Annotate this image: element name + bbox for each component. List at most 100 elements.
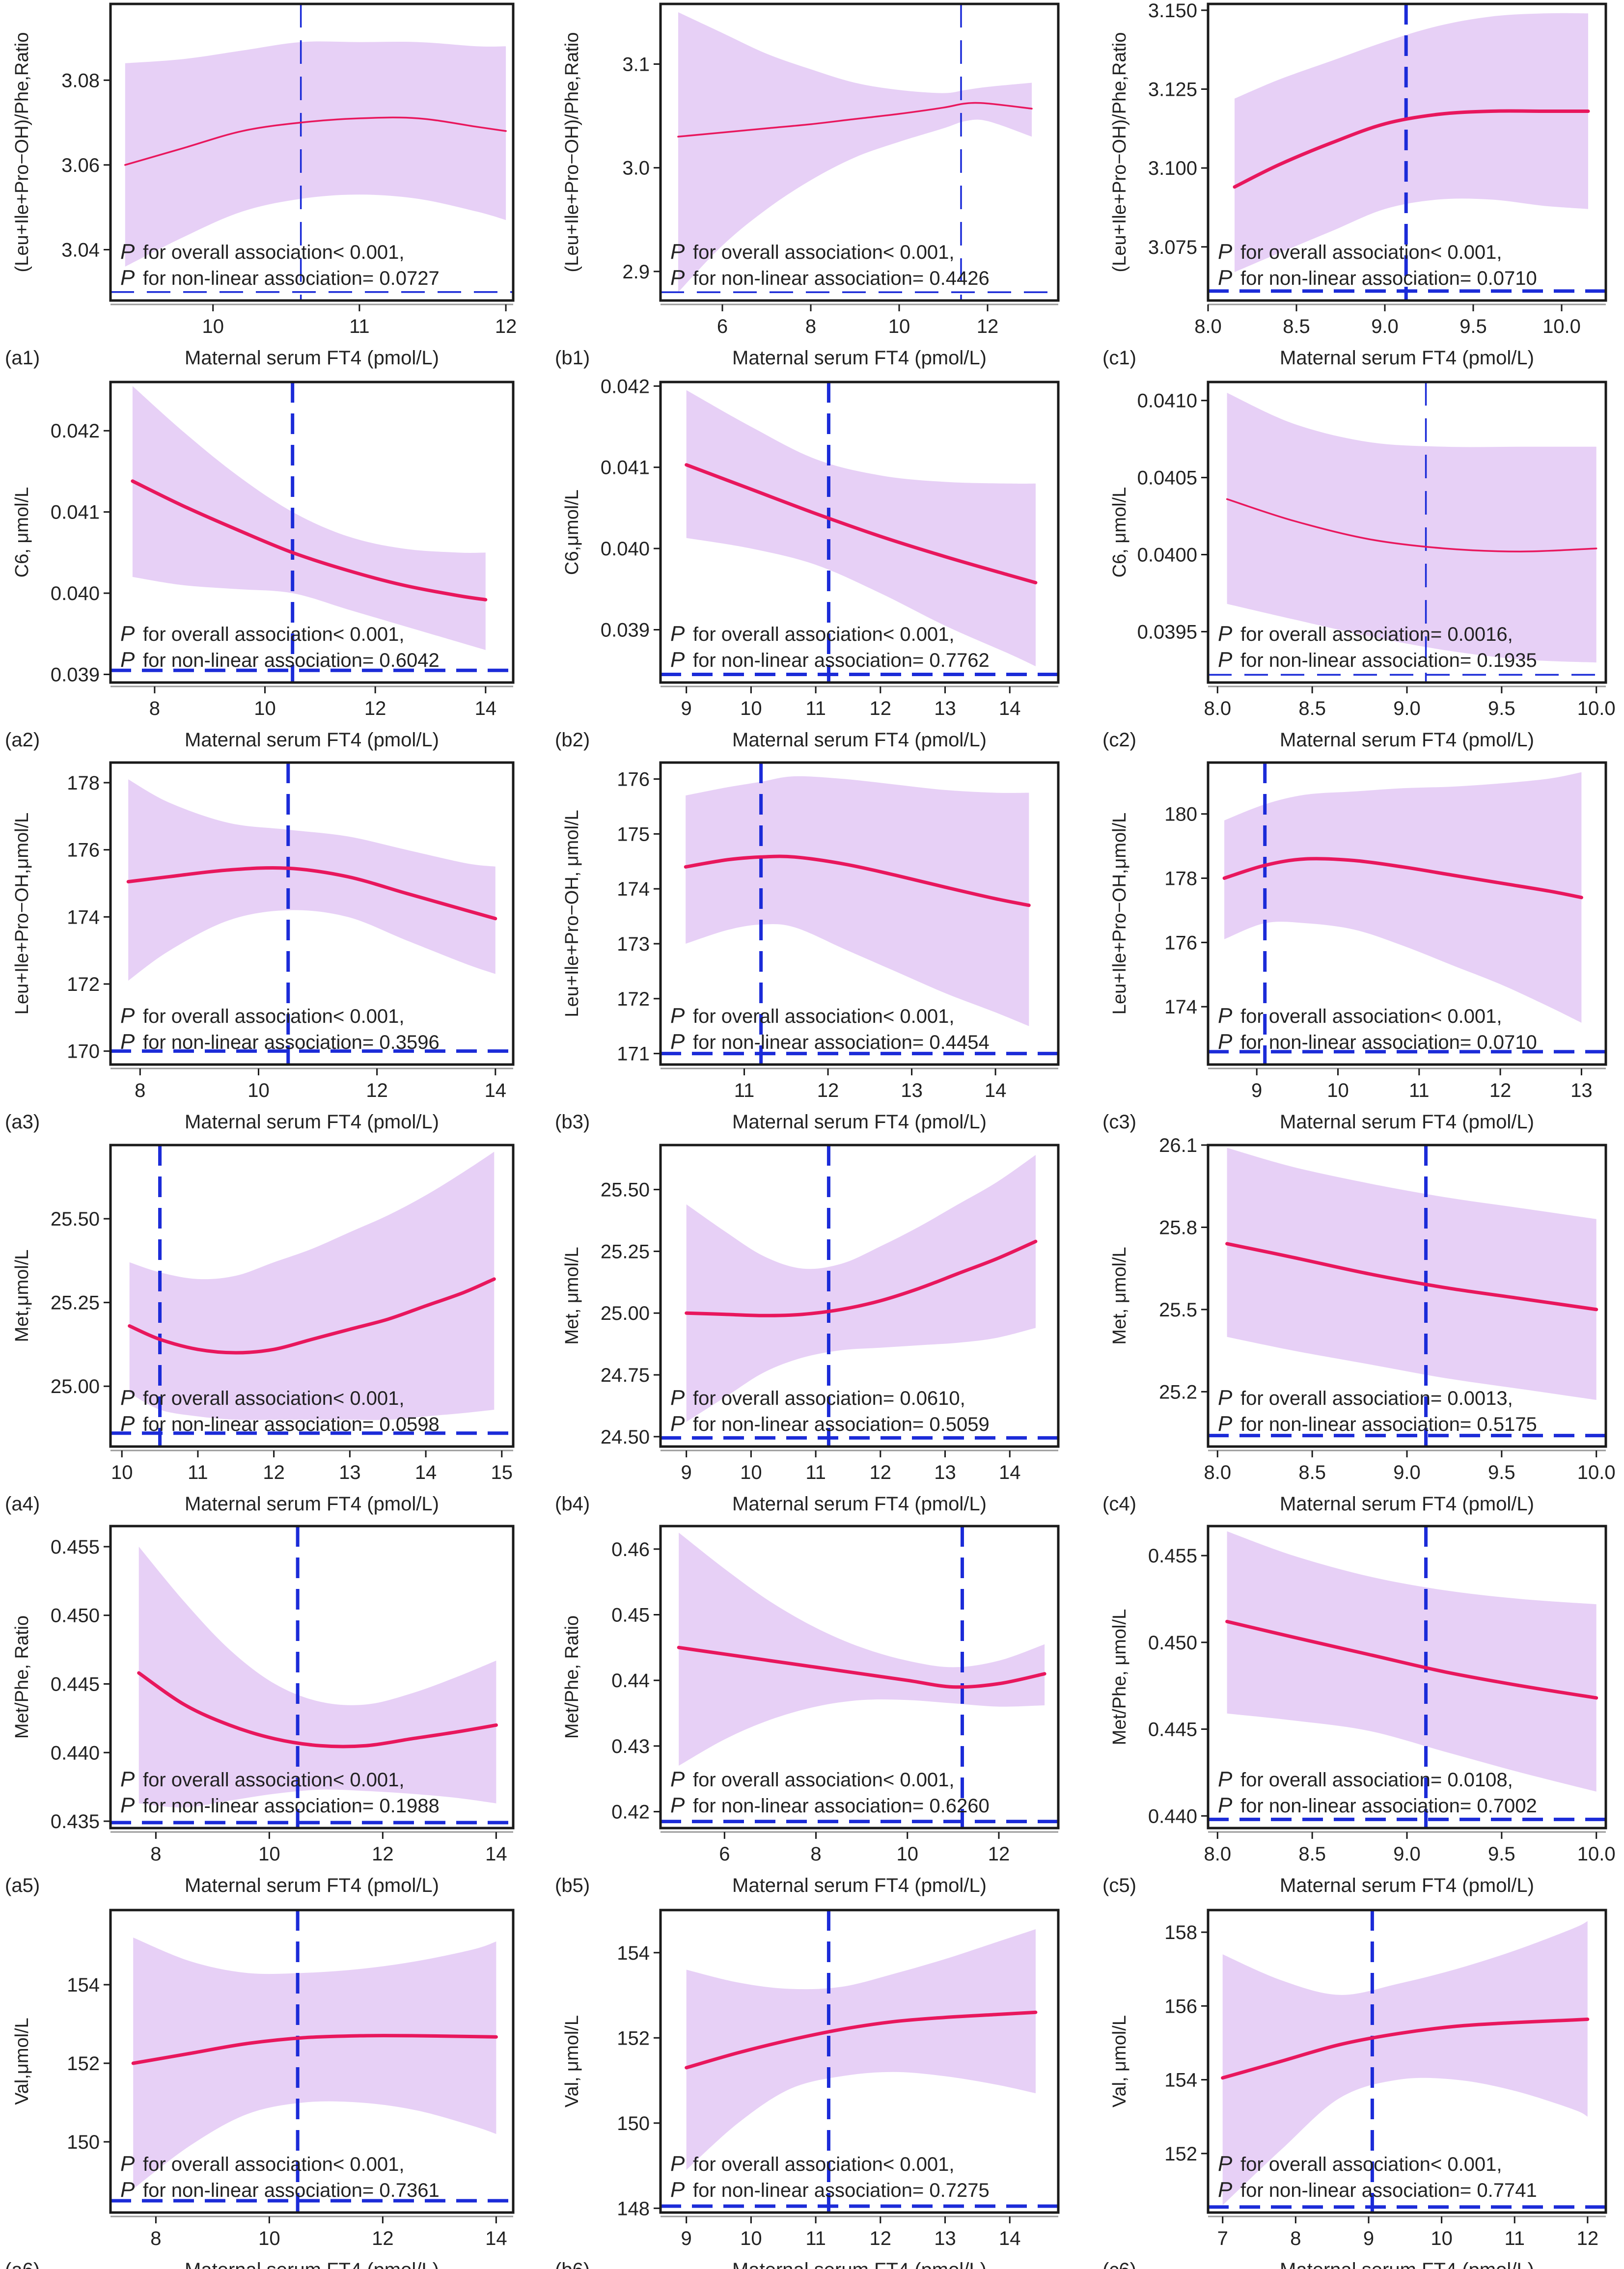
x-tick-label: 9.0 — [1371, 316, 1399, 337]
y-tick-label: 0.0405 — [1137, 467, 1197, 489]
panel-label: (a4) — [5, 1493, 40, 1515]
x-tick-label: 12 — [977, 316, 999, 337]
p-symbol: P — [670, 1767, 685, 1791]
y-tick-label: 148 — [617, 2198, 650, 2219]
p-nonlinear-annotation: for non-linear association= 0.3596 — [143, 1032, 440, 1053]
plot-area — [1208, 1526, 1606, 1828]
x-tick-label: 12 — [870, 1462, 892, 1483]
y-tick-label: 26.1 — [1159, 1135, 1197, 1156]
panel-label: (b4) — [555, 1493, 590, 1515]
y-tick-label: 0.450 — [51, 1605, 100, 1627]
p-symbol: P — [120, 2178, 135, 2202]
y-tick-label: 156 — [1164, 1996, 1197, 2017]
panel-label: (b1) — [555, 347, 590, 369]
p-symbol: P — [670, 240, 685, 264]
x-axis-title: Maternal serum FT4 (pmol/L) — [732, 1875, 987, 1896]
plot-frame — [659, 1909, 1060, 2214]
y-tick-label: 173 — [617, 933, 650, 955]
panel-label: (c4) — [1102, 1493, 1136, 1515]
x-tick-label: 8.0 — [1204, 1843, 1231, 1865]
p-overall-annotation: for overall association< 0.001, — [693, 624, 955, 645]
x-tick-label: 14 — [475, 698, 497, 719]
confidence-band — [138, 1546, 496, 1808]
y-tick-label: 0.44 — [611, 1670, 650, 1692]
confidence-band — [1227, 1531, 1596, 1792]
y-tick-label: 3.150 — [1148, 0, 1197, 22]
panel-label: (c2) — [1102, 729, 1136, 751]
x-tick-label: 10 — [1431, 2228, 1453, 2249]
y-axis-title: Met, μmol/L — [1109, 1247, 1130, 1344]
y-tick-label: 176 — [617, 769, 650, 791]
p-symbol: P — [1218, 648, 1233, 672]
fitted-curve — [685, 463, 1038, 585]
p-symbol: P — [670, 1412, 685, 1436]
confidence-band — [133, 1938, 496, 2189]
y-tick-label: 152 — [617, 2027, 650, 2049]
x-tick-label: 11 — [188, 1462, 208, 1483]
x-axis-title: Maternal serum FT4 (pmol/L) — [732, 1493, 987, 1515]
x-axis-title: Maternal serum FT4 (pmol/L) — [185, 1875, 439, 1896]
fitted-curve — [128, 1277, 496, 1355]
confidence-band — [686, 1155, 1036, 1422]
confidence-band — [678, 12, 1032, 293]
x-axis-title: Maternal serum FT4 (pmol/L) — [732, 347, 987, 369]
p-nonlinear-annotation: for non-linear association= 0.7361 — [143, 2180, 440, 2201]
panel-label: (a3) — [5, 1111, 40, 1133]
panel-label: (b3) — [555, 1111, 590, 1133]
plot-frame — [659, 1144, 1060, 1448]
y-tick-label: 171 — [617, 1043, 650, 1065]
p-symbol: P — [120, 1004, 135, 1028]
y-axis-title: Met/Phe, Ratio — [562, 1615, 582, 1739]
x-tick-label: 9 — [681, 698, 692, 719]
x-tick-label: 13 — [934, 2228, 956, 2249]
y-tick-label: 0.039 — [601, 619, 650, 641]
plot-frame — [659, 2, 1060, 302]
x-tick-label: 10 — [258, 2228, 280, 2249]
x-tick-label: 10 — [897, 1843, 919, 1865]
x-tick-label: 11 — [805, 698, 826, 719]
p-symbol: P — [670, 1030, 685, 1054]
x-tick-label: 12 — [495, 316, 517, 337]
y-axis-title: Met, μmol/L — [562, 1247, 582, 1344]
x-tick-label: 8 — [150, 1843, 161, 1865]
y-tick-label: 25.00 — [51, 1376, 100, 1397]
fitted-curve — [131, 479, 488, 601]
x-tick-label: 13 — [339, 1462, 361, 1483]
y-tick-label: 180 — [1164, 804, 1197, 825]
confidence-band — [679, 1532, 1045, 1766]
plot-area — [1208, 763, 1606, 1065]
y-tick-label: 158 — [1164, 1922, 1197, 1943]
x-tick-label: 12 — [364, 698, 386, 719]
plot-area — [110, 1145, 513, 1447]
x-tick-label: 9 — [1363, 2228, 1374, 2249]
plot-area — [661, 1526, 1058, 1828]
panel-label: (c1) — [1102, 347, 1136, 369]
plot-frame — [659, 1525, 1060, 1830]
p-overall-annotation: for overall association= 0.0013, — [1240, 1388, 1513, 1409]
p-symbol: P — [120, 622, 135, 646]
plot-frame — [1207, 381, 1607, 684]
p-symbol: P — [670, 648, 685, 672]
y-axis-title: C6, μmol/L — [1109, 487, 1130, 578]
x-tick-label: 12 — [988, 1843, 1010, 1865]
plot-area — [661, 1145, 1058, 1447]
p-overall-annotation: for overall association< 0.001, — [1240, 2154, 1502, 2175]
x-tick-label: 11 — [1409, 1080, 1430, 1101]
x-tick-label: 9 — [681, 1462, 692, 1483]
fitted-curve — [685, 1239, 1038, 1317]
x-tick-label: 10.0 — [1542, 316, 1581, 337]
plot-frame — [109, 1909, 515, 2214]
y-axis-title: C6, μmol/L — [12, 487, 32, 578]
fitted-curve — [1225, 1242, 1598, 1312]
p-symbol: P — [120, 1030, 135, 1054]
x-tick-label: 8.0 — [1204, 698, 1231, 719]
p-symbol: P — [1218, 1412, 1233, 1436]
